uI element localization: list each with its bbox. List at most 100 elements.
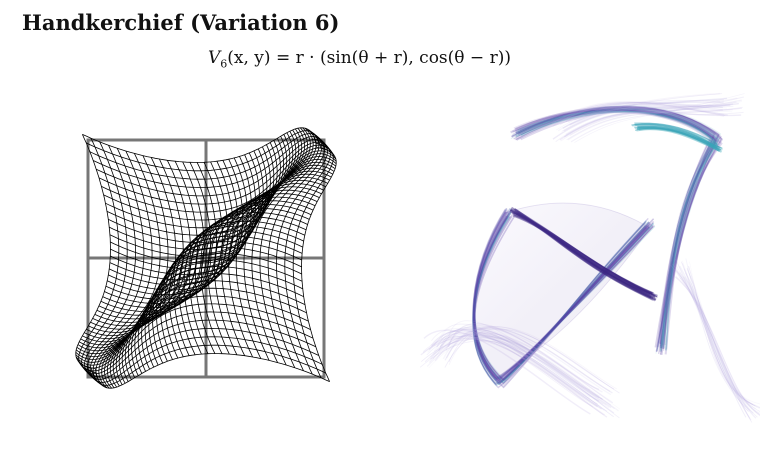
flame-strand: [685, 272, 760, 408]
flame-strand: [569, 97, 738, 136]
flame-strand: [515, 108, 717, 349]
mesh-row-line: [75, 134, 111, 369]
warped-grid-diagram: [75, 127, 337, 389]
flame-strand: [552, 102, 726, 124]
fractal-flame-render: [419, 92, 760, 423]
flame-strand: [675, 258, 747, 418]
flame-strand: [519, 111, 714, 346]
flame-strand: [558, 102, 723, 121]
flame-strand: [515, 107, 723, 355]
flame-strand: [515, 109, 714, 347]
flame-strand: [520, 110, 719, 351]
flame-strand: [552, 103, 728, 127]
flame-strand: [674, 262, 751, 419]
mesh-row-line: [275, 136, 328, 371]
mesh-column-line: [93, 136, 328, 189]
flame-strand: [520, 109, 723, 355]
formula-function-name: V: [208, 48, 221, 68]
flame-strand: [566, 101, 742, 141]
flame-strand: [513, 108, 712, 344]
flame-strands: [419, 92, 760, 423]
flame-strand: [679, 265, 754, 414]
flame-strand: [637, 125, 720, 152]
mesh-column-line: [82, 127, 317, 163]
figure-title: Handkerchief (Variation 6): [22, 10, 340, 35]
flame-strand: [686, 267, 756, 407]
flame-strand: [515, 108, 718, 350]
flame-strand: [565, 101, 724, 123]
formula-subscript: 6: [220, 57, 228, 71]
flame-strand: [559, 104, 727, 126]
flame-strand: [672, 263, 752, 421]
mesh-column-line: [95, 353, 330, 389]
flame-strand: [634, 123, 718, 149]
flame-strand: [515, 107, 720, 352]
mesh-column-line: [86, 130, 322, 172]
flame-strand: [675, 276, 760, 416]
flame-strand: [638, 127, 723, 153]
mesh-column-line: [96, 138, 331, 197]
flame-strand: [512, 107, 717, 350]
flame-strand: [559, 107, 742, 141]
flame-strand: [515, 108, 717, 349]
flame-strand: [510, 106, 716, 348]
flame-strand: [511, 107, 715, 347]
flame-strand: [551, 101, 725, 123]
flame-strand: [518, 110, 717, 349]
flame-strand: [634, 122, 717, 149]
flame-strand: [510, 105, 722, 354]
flame-strand: [680, 261, 749, 412]
flame-strand: [473, 202, 651, 379]
mesh-column-line: [98, 141, 333, 205]
flame-strand: [688, 272, 760, 405]
flame-strand: [556, 106, 733, 131]
flame-strand: [515, 109, 717, 349]
mesh-row-line: [243, 128, 317, 361]
flame-strand: [688, 265, 754, 405]
flame-strand: [683, 268, 757, 410]
flame-strand: [560, 106, 744, 142]
mesh-row-line: [259, 131, 323, 366]
flame-strand: [557, 106, 733, 132]
flame-strand: [566, 99, 721, 119]
mesh-row-line: [292, 142, 334, 378]
mesh-row-line: [284, 139, 331, 375]
flame-strand: [560, 102, 723, 122]
flame-strand: [631, 122, 718, 145]
flame-strand: [553, 101, 725, 123]
flame-strand: [562, 104, 731, 129]
flame-strand: [568, 98, 725, 123]
flame-strand: [518, 109, 719, 351]
flame-strand: [574, 93, 745, 143]
flame-strand: [514, 107, 721, 353]
flame-strand: [517, 109, 716, 348]
flame-strand: [683, 276, 760, 409]
mesh-column-line: [89, 133, 325, 180]
mesh-column-line: [101, 144, 335, 213]
mesh-column-line: [105, 150, 337, 229]
flame-strand: [565, 101, 737, 135]
flame-strand: [514, 109, 714, 346]
flame-strand: [513, 108, 715, 348]
flame-strand: [675, 276, 760, 416]
flame-strand: [689, 261, 749, 404]
variation-formula: V6(x, y) = r · (sin(θ + r), cos(θ − r)): [208, 48, 511, 70]
flame-strand: [674, 268, 757, 419]
flame-strand: [675, 270, 758, 418]
flame-strand: [678, 272, 760, 415]
flame-strand: [670, 264, 753, 423]
flame-strand: [555, 111, 744, 143]
mesh-column-line: [103, 147, 336, 221]
mesh-row-line: [267, 133, 326, 368]
handkerchief-mesh: [75, 127, 337, 389]
flame-strand: [574, 92, 721, 119]
flame-strand: [514, 108, 716, 348]
flame-strand: [557, 102, 724, 122]
flame-strand: [682, 262, 751, 411]
flame-strand: [516, 109, 715, 347]
flame-strand: [679, 277, 760, 412]
flame-strand: [569, 97, 728, 126]
flame-strand: [567, 99, 742, 141]
formula-rhs: = r · (sin(θ + r), cos(θ − r)): [275, 48, 511, 68]
flame-strand: [563, 103, 733, 132]
